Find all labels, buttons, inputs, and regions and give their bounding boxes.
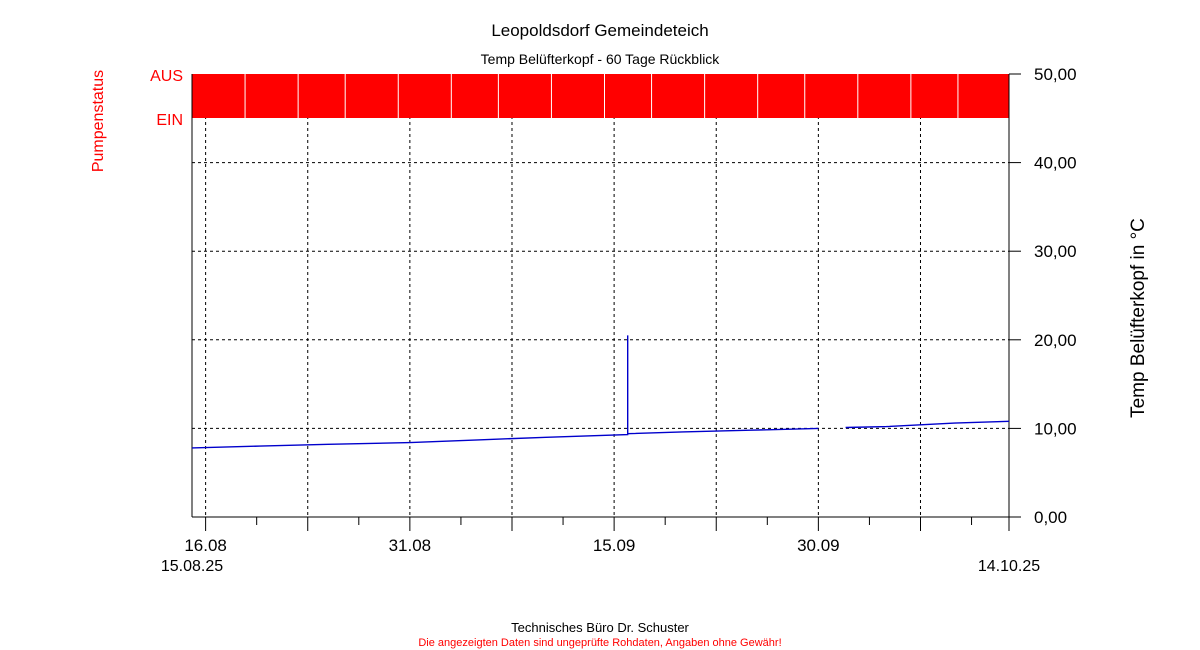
y-tick-label: 30,00 xyxy=(1034,242,1077,261)
y-axis-ticks: 0,00 10,00 20,00 30,00 40,00 50,00 xyxy=(1009,65,1077,527)
y-tick-label: 10,00 xyxy=(1034,419,1077,438)
footer-disclaimer: Die angezeigten Daten sind ungeprüfte Ro… xyxy=(418,637,781,649)
chart-subtitle: Temp Belüfterkopf - 60 Tage Rückblick xyxy=(481,51,721,67)
footer-company: Technisches Büro Dr. Schuster xyxy=(511,620,689,635)
pump-state-ein-label: EIN xyxy=(156,112,183,129)
pump-status-band xyxy=(192,74,1009,118)
y-tick-label: 50,00 xyxy=(1034,65,1077,84)
x-tick-label: 16.08 xyxy=(184,536,227,555)
x-tick-label: 31.08 xyxy=(389,536,432,555)
x-start-date-label: 15.08.25 xyxy=(161,558,223,575)
chart-title: Leopoldsdorf Gemeindeteich xyxy=(491,21,708,40)
y-tick-label: 20,00 xyxy=(1034,331,1077,350)
temperature-line xyxy=(191,335,819,449)
y-tick-label: 40,00 xyxy=(1034,154,1077,173)
x-axis-ticks: 16.08 31.08 15.09 30.09 xyxy=(184,517,1010,555)
pump-state-aus-label: AUS xyxy=(150,68,183,85)
pump-status-bar xyxy=(192,74,1009,118)
plot-frame xyxy=(191,74,1010,518)
x-tick-label: 30.09 xyxy=(797,536,840,555)
y-axis-right-label: Temp Belüfterkopf in °C xyxy=(1128,218,1149,418)
y-tick-label: 0,00 xyxy=(1034,508,1067,527)
grid-lines xyxy=(192,74,1009,517)
y-axis-left-label: Pumpenstatus xyxy=(90,70,107,172)
x-tick-label: 15.09 xyxy=(593,536,636,555)
x-end-date-label: 14.10.25 xyxy=(978,558,1040,575)
temperature-line xyxy=(845,420,1010,429)
temperature-series xyxy=(191,335,1010,449)
